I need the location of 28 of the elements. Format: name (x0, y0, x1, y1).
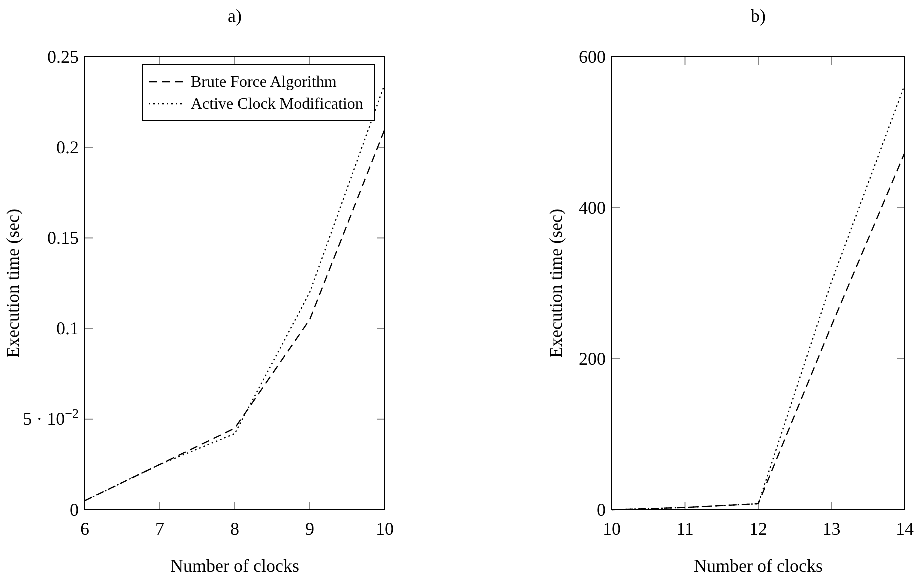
x-axis-title: Number of clocks (170, 556, 300, 576)
y-tick-label: 0.2 (56, 137, 79, 158)
y-axis-title: Execution time (sec) (3, 209, 23, 358)
y-tick-label: 5 · 10$^{−2}$ (23, 406, 79, 430)
x-tick-label: 10 (376, 518, 394, 539)
y-tick-label: 400 (579, 198, 606, 218)
x-tick-label: 8 (230, 518, 240, 539)
x-tick-label: 14 (896, 518, 914, 539)
x-tick-label: 7 (156, 518, 164, 539)
x-tick-label: 9 (306, 518, 314, 539)
x-tick-label: 12 (750, 518, 768, 539)
x-tick-label: 10 (603, 518, 621, 539)
x-tick-label: 11 (676, 518, 694, 539)
legend-label: Brute Force Algorithm (191, 74, 338, 91)
x-axis-title: Number of clocks (694, 556, 823, 576)
chart-title: b) (751, 6, 766, 26)
y-tick-label: 0.15 (48, 228, 79, 248)
y-tick-label: 0.25 (48, 46, 79, 67)
chart-title: a) (228, 6, 242, 26)
y-tick-label: 0 (70, 500, 79, 520)
y-axis-title: Execution time (sec) (546, 209, 566, 358)
x-tick-label: 13 (822, 518, 841, 539)
x-tick-label: 6 (80, 518, 90, 539)
y-tick-label: 0 (597, 500, 606, 520)
y-tick-label: 600 (579, 46, 606, 67)
y-tick-label: 0.1 (56, 318, 79, 339)
y-tick-label: 200 (579, 348, 606, 369)
legend-label: Active Clock Modification (191, 96, 364, 113)
